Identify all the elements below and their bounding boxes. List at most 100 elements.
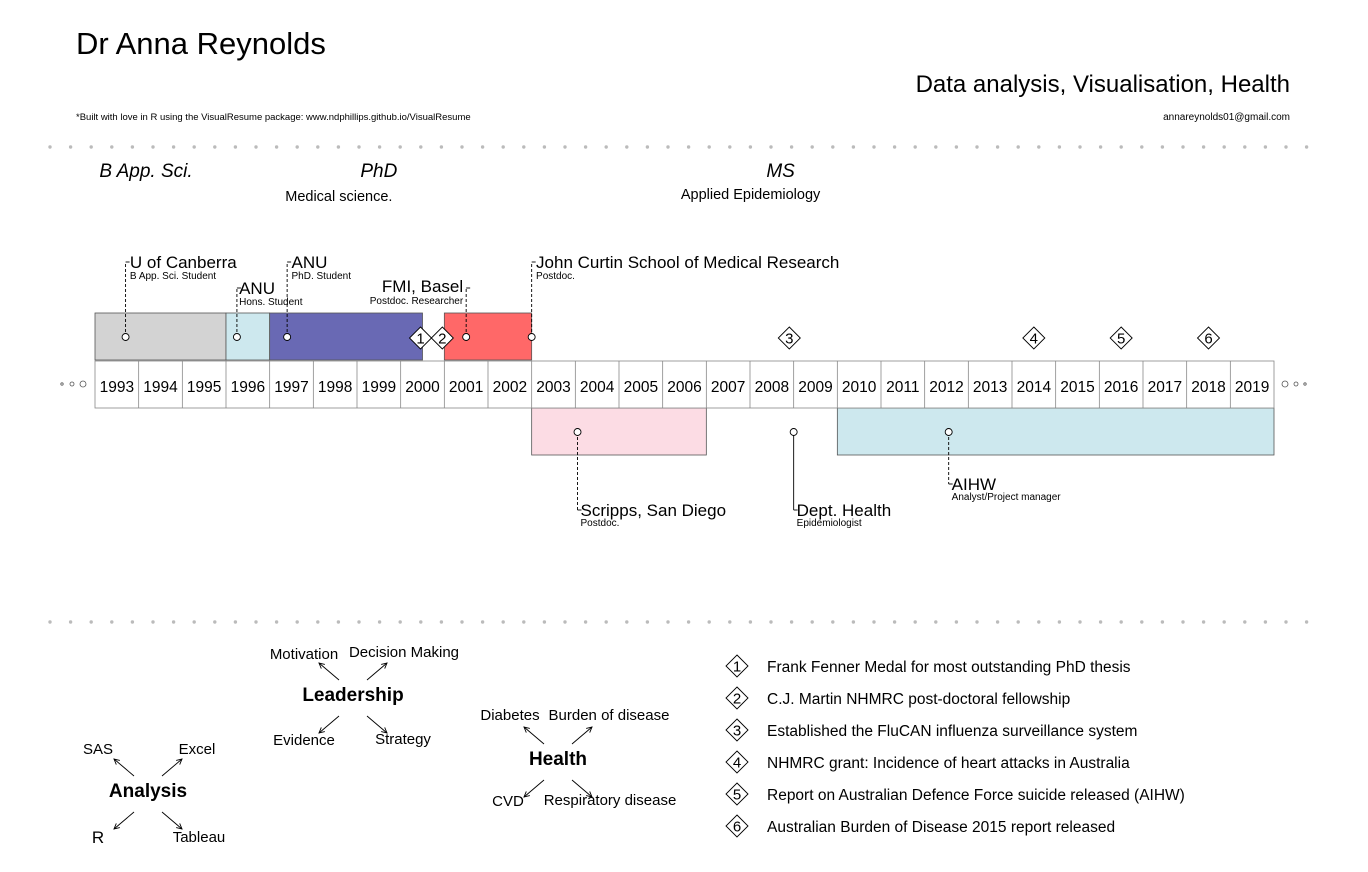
skill-center: Health — [529, 749, 587, 770]
year-label: 2002 — [493, 379, 527, 396]
separator-dot — [934, 620, 938, 624]
milestone-legend-text: Frank Fenner Medal for most outstanding … — [767, 659, 1131, 676]
resume-name: Dr Anna Reynolds — [76, 26, 326, 61]
separator-dot — [171, 145, 176, 149]
year-label: 2011 — [886, 379, 919, 396]
separator-dot — [728, 145, 732, 149]
separator-dot — [1160, 620, 1165, 624]
separator-dot — [1098, 620, 1103, 624]
separator-dot — [604, 620, 608, 624]
position-anchor-point — [121, 333, 130, 341]
separator-dot — [110, 145, 114, 149]
year-label: 2004 — [580, 379, 615, 396]
milestone-legend-text: C.J. Martin NHMRC post-doctoral fellowsh… — [767, 691, 1070, 708]
year-label: 2014 — [1017, 379, 1052, 396]
separator-dot — [1140, 620, 1144, 624]
separator-dot — [460, 620, 464, 624]
skill-arrow-head — [113, 758, 120, 765]
position-anchor-point — [462, 333, 471, 341]
separator-dot — [1243, 145, 1247, 149]
position-title: AIHW — [952, 475, 996, 494]
separator-dot — [995, 620, 1000, 624]
position-anchor-point — [789, 428, 798, 436]
position-subtitle: B App. Sci. Student — [130, 271, 216, 282]
separator-dot — [645, 620, 650, 624]
separator-dot — [1037, 145, 1041, 149]
milestone-legend-diamond-number: 6 — [733, 819, 741, 836]
year-label: 1999 — [362, 379, 396, 396]
milestone-diamond-number: 5 — [1117, 331, 1125, 348]
separator-dot — [686, 145, 691, 149]
skill-arrow-head — [381, 662, 388, 669]
milestone-legend-diamond-number: 5 — [733, 787, 741, 804]
separator-dot — [1263, 145, 1268, 149]
axis-ornament — [1303, 382, 1307, 386]
separator-dot — [254, 145, 258, 149]
skill-item: Burden of disease — [549, 707, 670, 724]
separator-dot — [357, 145, 361, 149]
milestone-legend-text: Established the FluCAN influenza surveil… — [767, 723, 1137, 740]
separator-dot — [295, 145, 299, 149]
separator-dot — [1016, 145, 1020, 149]
separator-dot — [1119, 620, 1123, 624]
separator-dot — [439, 620, 444, 624]
separator-dot — [1201, 620, 1206, 624]
position-bar — [225, 312, 271, 361]
separator-dot — [934, 145, 938, 149]
skill-arrow-head — [318, 662, 325, 669]
skill-item: Decision Making — [349, 644, 459, 661]
separator-dot — [233, 620, 238, 624]
separator-dot — [316, 145, 320, 149]
skill-arrow — [161, 758, 183, 777]
skill-arrow-head — [586, 791, 593, 798]
separator-dot — [1181, 620, 1185, 624]
separator-dot — [913, 145, 917, 149]
separator-dot — [377, 145, 382, 149]
skill-item: Diabetes — [480, 707, 539, 724]
separator-dot — [233, 145, 238, 149]
separator-dot — [151, 145, 155, 149]
year-label: 2018 — [1191, 379, 1225, 396]
separator-dot — [1222, 620, 1226, 624]
year-label: 2009 — [798, 379, 832, 396]
separator-dot — [274, 145, 279, 149]
separator-dot — [377, 620, 382, 624]
milestone-diamond — [1196, 326, 1221, 350]
year-label: 2015 — [1060, 379, 1094, 396]
skill-arrow — [318, 715, 340, 734]
year-label: 2017 — [1148, 379, 1182, 396]
position-subtitle: PhD. Student — [292, 271, 352, 282]
separator-dot — [274, 620, 279, 624]
skill-arrow — [161, 811, 183, 830]
separator-dot — [1263, 620, 1268, 624]
milestone-legend-diamond — [725, 782, 749, 806]
degree-title: B App. Sci. — [99, 161, 192, 182]
separator-dot — [542, 145, 547, 149]
separator-dot — [1057, 145, 1062, 149]
separator-dot — [1284, 145, 1288, 149]
separator-dot — [1181, 145, 1185, 149]
milestone-diamond — [777, 326, 801, 350]
separator-dot — [975, 145, 979, 149]
position-anchor-point — [232, 333, 241, 341]
separator-dot — [254, 620, 258, 624]
separator-dot — [1098, 145, 1103, 149]
degree-subtitle: Medical science. — [285, 189, 392, 205]
skill-arrow — [366, 662, 388, 681]
skill-item: Excel — [179, 741, 216, 758]
skill-arrow-head — [523, 791, 530, 798]
skill-arrow-head — [318, 727, 325, 734]
separator-dot — [1078, 620, 1082, 624]
position-subtitle: Analyst/Project manager — [952, 492, 1062, 503]
position-subtitle: Epidemiologist — [797, 518, 862, 529]
separator-dot — [68, 145, 73, 149]
separator-dot — [810, 620, 814, 624]
position-title: ANU — [239, 279, 275, 298]
axis-ornament — [69, 381, 75, 387]
skill-arrow-head — [523, 726, 530, 733]
position-title: ANU — [292, 253, 328, 272]
milestone-legend-diamond — [725, 814, 749, 838]
milestone-diamond — [408, 326, 433, 350]
skill-arrow-head — [586, 726, 593, 733]
separator-dot — [439, 145, 444, 149]
